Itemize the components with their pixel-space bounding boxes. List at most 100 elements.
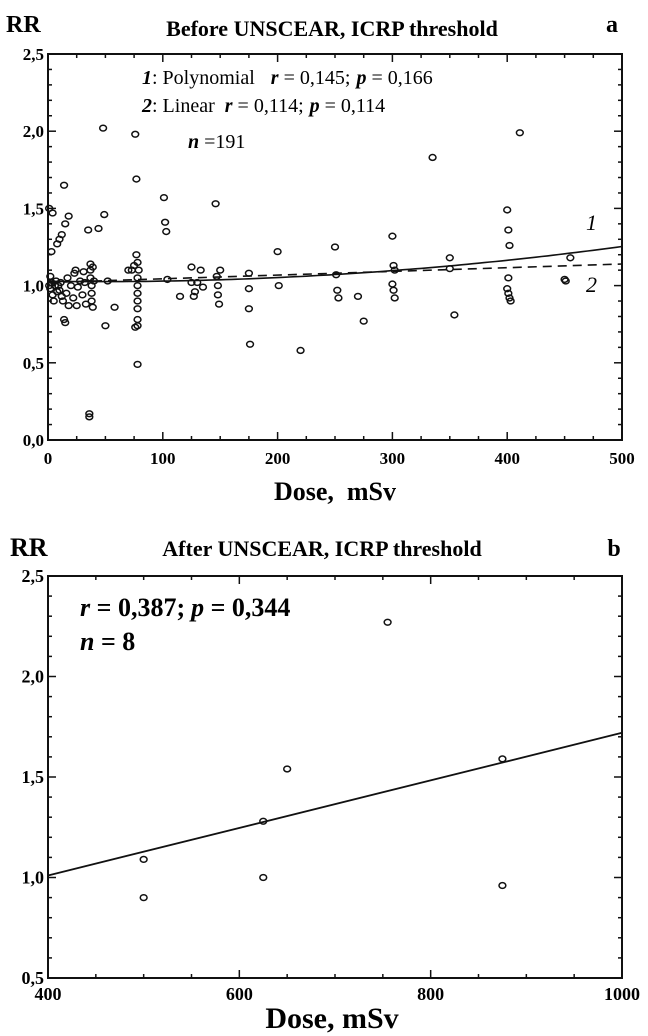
panel-b-fit-line — [47, 731, 623, 877]
a-data-point — [66, 281, 76, 290]
a-data-point — [87, 289, 96, 297]
a-data-point — [57, 231, 66, 239]
panel-a-legend-line-1: 1: Polynomial r = 0,145; p = 0,166 — [142, 67, 433, 89]
panel-a-letter: a — [606, 12, 618, 38]
a-data-point — [85, 410, 94, 418]
a-data-point — [213, 291, 223, 299]
b-data-point — [498, 881, 507, 890]
a-data-point — [388, 280, 397, 288]
a-data-point — [48, 209, 57, 217]
a-data-point — [101, 322, 110, 330]
b-ytick-label: 2,5 — [22, 566, 45, 586]
a-data-point — [47, 247, 56, 256]
panel-b-letter: b — [607, 536, 620, 562]
panel-a-legend-line-2: 2: Linear r = 0,114; p = 0,114 — [141, 95, 385, 117]
panel-a-curve-2-label: 2 — [586, 272, 597, 297]
a-data-point — [175, 292, 185, 301]
a-data-point — [133, 297, 142, 305]
a-data-point — [353, 292, 363, 301]
a-data-point — [333, 286, 342, 294]
a-data-point — [110, 303, 119, 311]
a-data-point — [330, 243, 340, 251]
a-ytick-label: 0,5 — [23, 354, 44, 373]
panel-b-stats-label: r = 0,387; p = 0,344 — [80, 593, 290, 622]
a-data-point — [214, 300, 224, 308]
a-data-point — [359, 317, 368, 325]
a-data-point — [64, 302, 73, 310]
a-data-point — [296, 346, 305, 355]
a-data-point — [134, 266, 143, 274]
panel-b-tick-labels: 400 600 800 1000 0,5 1,0 1,5 2,0 2,5 — [22, 566, 641, 1004]
a-data-point — [100, 210, 109, 219]
a-data-point — [445, 254, 454, 262]
a-data-point — [132, 175, 141, 183]
a-data-point — [61, 319, 70, 327]
a-data-point — [59, 181, 69, 189]
a-ytick-label: 2,0 — [23, 122, 44, 141]
b-data-point — [139, 893, 148, 902]
a-data-point — [63, 274, 72, 282]
chart-panel-b: RR After UNSCEAR, ICRP threshold b 400 60… — [10, 533, 641, 1035]
panel-a-ylabel: RR — [6, 12, 41, 38]
panel-b-ylabel: RR — [10, 533, 48, 562]
a-data-point — [159, 193, 169, 202]
a-data-point — [87, 297, 96, 305]
a-xtick-label: 300 — [380, 449, 406, 468]
a-data-point — [55, 286, 64, 294]
panel-b-xlabel: Dose, mSv — [265, 1002, 398, 1035]
a-data-point — [244, 285, 254, 293]
a-xtick-label: 0 — [44, 449, 53, 468]
b-fit-line-1 — [47, 731, 623, 877]
a-fit-line-2 — [47, 263, 623, 284]
a-data-point — [73, 283, 82, 291]
a-data-point — [504, 226, 513, 234]
a-fit-line-1 — [48, 245, 623, 283]
b-ytick-label: 1,5 — [22, 767, 45, 787]
a-data-point — [88, 263, 97, 271]
b-data-point — [259, 873, 268, 882]
panel-b-points — [139, 618, 507, 902]
panel-b-ticks — [47, 575, 623, 979]
panel-b-title: After UNSCEAR, ICRP threshold — [162, 536, 481, 561]
a-data-point — [189, 292, 198, 301]
a-data-point — [94, 224, 103, 233]
a-data-point — [274, 281, 283, 290]
a-data-point — [133, 281, 142, 290]
panel-a-points — [44, 124, 575, 421]
b-data-point — [383, 618, 392, 626]
a-data-point — [187, 278, 196, 287]
a-data-point — [160, 218, 170, 226]
a-data-point — [211, 200, 220, 208]
a-data-point — [133, 315, 142, 324]
a-ytick-label: 0,0 — [23, 431, 44, 450]
a-data-point — [503, 285, 512, 293]
a-data-point — [88, 303, 97, 311]
a-data-point — [49, 297, 58, 305]
panel-a-xlabel: Dose, mSv — [274, 477, 396, 506]
a-data-point — [213, 281, 223, 290]
a-data-point — [390, 294, 399, 302]
panel-a-tick-labels: 0 100 200 300 400 500 0,0 0,5 1,0 1,5 2,0 2,5 — [23, 45, 635, 468]
chart-panel-a: RR Before UNSCEAR, ICRP threshold a 0 100… — [6, 12, 635, 506]
a-data-point — [162, 227, 171, 236]
b-ytick-label: 2,0 — [22, 667, 45, 687]
a-data-point — [132, 251, 141, 259]
panel-a-ticks — [47, 53, 623, 441]
a-data-point — [133, 360, 142, 368]
a-ytick-label: 1,5 — [23, 199, 44, 218]
a-data-point — [163, 275, 172, 284]
a-data-point — [62, 289, 71, 297]
a-data-point — [72, 302, 81, 310]
a-data-point — [131, 130, 140, 138]
a-data-point — [124, 266, 133, 274]
b-data-point — [283, 765, 292, 773]
a-data-point — [98, 124, 108, 132]
a-data-point — [428, 153, 437, 162]
a-data-point — [450, 311, 459, 319]
a-data-point — [504, 274, 513, 282]
b-xtick-label: 800 — [417, 984, 444, 1004]
a-data-point — [58, 297, 68, 305]
a-data-point — [566, 254, 575, 262]
panel-a-title: Before UNSCEAR, ICRP threshold — [166, 16, 498, 41]
a-data-point — [561, 277, 570, 285]
